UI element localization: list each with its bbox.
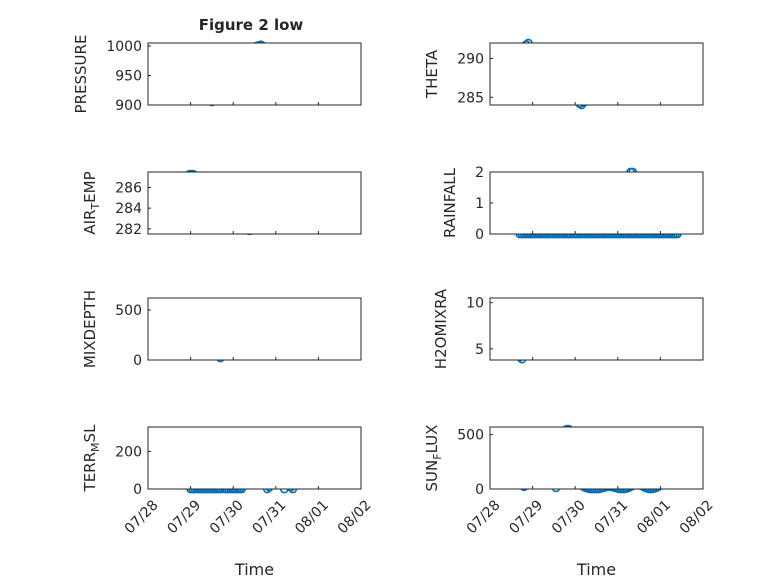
y-tick-label: 284 [115,201,142,217]
y-axis-label: THETA [423,49,441,99]
x-tick-label: 07/30 [207,497,247,537]
y-axis-label: RAINFALL [441,167,459,238]
y-tick-label: 950 [115,68,142,84]
x-tick-label: 08/01 [634,497,674,537]
axes-box [489,297,704,361]
y-axis-label: SUNFLUX [423,425,444,492]
y-tick-label: 200 [115,444,142,460]
y-axis-label: TERRMSL [81,424,102,493]
x-tick-label: 07/28 [464,497,504,537]
x-tick-label: 07/31 [250,497,290,537]
x-tick-label: 07/29 [164,497,204,537]
x-axis-label: Time [234,560,274,579]
y-tick-label: 0 [133,353,142,369]
axes-box [147,171,362,235]
y-axis-label: MIXDEPTH [81,290,99,368]
y-tick-label: 2 [475,165,484,181]
y-tick-label: 1000 [106,39,142,55]
subplot-rainfall: 0 1 2 RAINFALL [441,165,704,243]
y-tick-label: 290 [457,52,484,68]
y-tick-label: 282 [115,222,142,238]
x-tick-label: 08/02 [677,497,717,537]
y-tick-label: 5 [475,342,484,358]
y-tick-label: 10 [466,296,484,312]
y-tick-label: 0 [475,482,484,498]
axes-box [489,426,704,490]
y-tick-label: 1 [475,196,484,212]
x-tick-label: 07/31 [592,497,632,537]
subplot-sun-flux: 0 500 SUNFLUX 07/28 07/29 07/30 07/31 08/01 08/0… [423,425,717,579]
x-tick-label: 07/29 [506,497,546,537]
x-tick-label: 08/02 [335,497,375,537]
subplot-air-temp: 282 284 286 AIRTEMP [81,169,362,238]
y-axis-label: AIRTEMP [81,171,102,234]
subplot-h2omixra: 5 10 H2OMIXRA [432,288,704,369]
x-tick-label: 07/28 [122,497,162,537]
x-tick-label: 07/30 [549,497,589,537]
subplot-terr-msl: 0 200 TERRMSL 07/28 07/29 07/30 07/31 08/01 08/0… [81,424,375,579]
subplot-mixdepth: 0 500 MIXDEPTH [81,290,362,369]
axes-box [147,297,362,361]
figure-title: Figure 2 low [199,16,304,34]
y-tick-label: 0 [133,482,142,498]
x-tick-label: 08/01 [292,497,332,537]
y-axis-label: PRESSURE [72,35,90,114]
subplot-pressure: 900 950 1000 PRESSURE [72,35,362,114]
y-tick-label: 900 [115,98,142,114]
axes-box [489,171,704,235]
y-tick-label: 285 [457,90,484,106]
subplot-theta: 285 290 THETA [423,38,704,110]
y-tick-label: 500 [115,303,142,319]
y-axis-label: H2OMIXRA [432,288,450,369]
y-tick-label: 286 [115,181,142,197]
axes-box [147,426,362,490]
x-axis-label: Time [576,560,616,579]
axes-box [489,42,704,106]
y-tick-label: 500 [457,428,484,444]
y-tick-label: 0 [475,227,484,243]
axes-box [147,42,362,106]
